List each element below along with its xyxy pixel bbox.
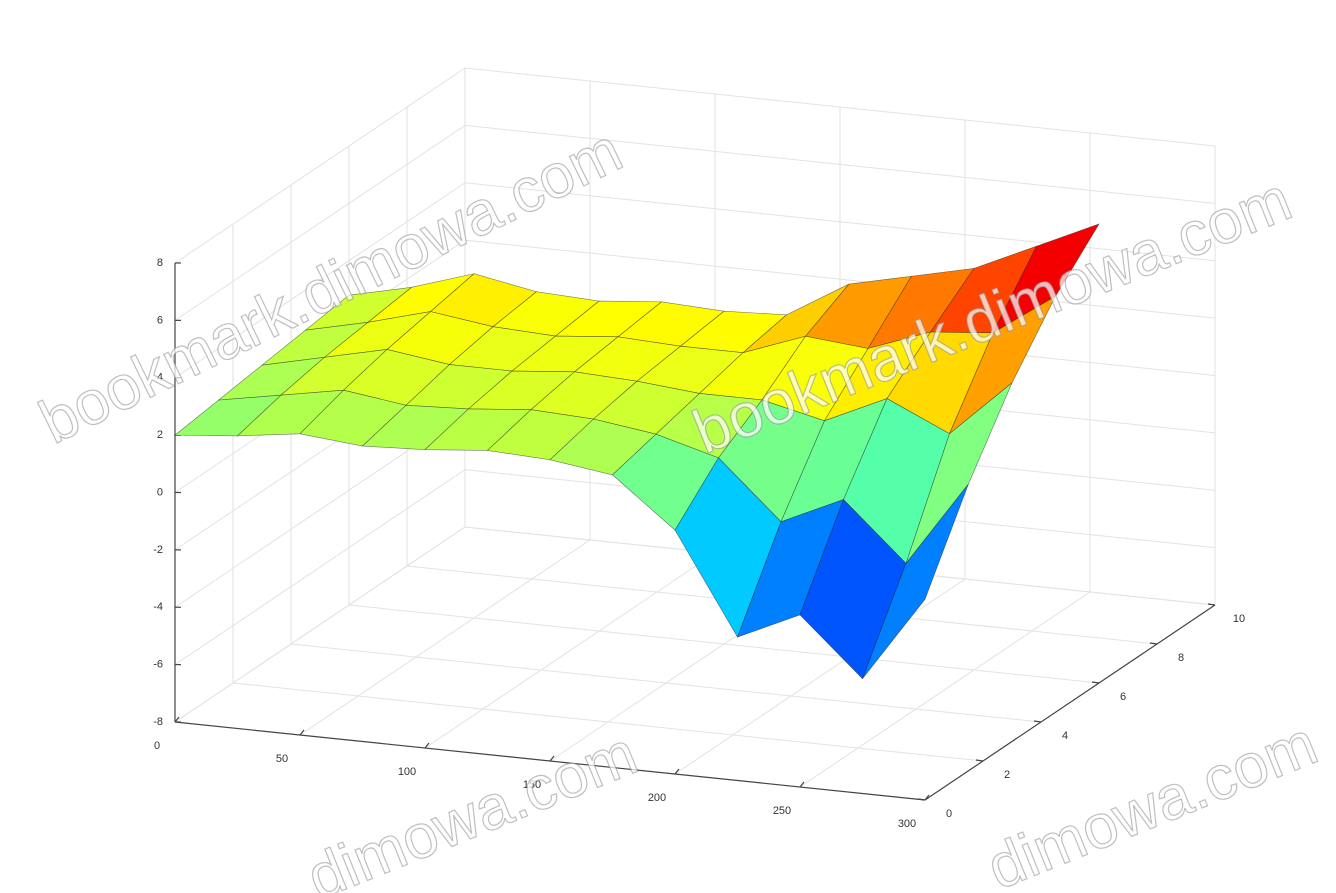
grid-line [464,124,1216,204]
x-tick-label: 0 [154,740,160,752]
y-tick-label: 0 [946,808,952,820]
grid-line [174,526,466,723]
y-tick [1149,642,1158,645]
x-tick-label: 300 [898,818,916,830]
z-tick-label: 2 [157,429,163,441]
z-tick-label: -8 [153,716,163,728]
z-tick-label: -6 [153,659,163,671]
labels: -8 -6 -4 -2 0 2 4 6 8 0 50 100 150 200 250 300 0 2 4 6 8 10 [153,257,1245,830]
x-tick [799,781,805,788]
grid-line [299,539,591,736]
x-tick [674,768,680,775]
grid-line [799,591,1091,788]
y-axis [924,604,1216,801]
y-tick [975,759,984,762]
x-tick-label: 100 [398,766,416,778]
grid-line [464,182,1216,262]
grid-line [348,604,1100,684]
y-tick [1091,681,1100,684]
grid-line [674,578,966,775]
grid-line [174,469,466,666]
y-tick-label: 10 [1233,613,1245,625]
x-tick [299,729,305,736]
y-tick [1033,720,1042,723]
z-tick-label: -2 [153,544,163,556]
z-tick-label: 6 [157,314,163,326]
z-tick-label: 8 [157,257,163,269]
watermark: dimowa.com [298,719,647,893]
z-tick-label: 0 [157,486,163,498]
watermark: dimowa.com [978,709,1327,893]
surface [174,223,1100,680]
y-tick-label: 6 [1120,691,1126,703]
y-tick-label: 4 [1062,730,1068,742]
x-tick-label: 50 [276,753,288,765]
surface-patch [862,483,969,679]
grid-line [464,67,1216,147]
grid-line [290,643,1042,723]
x-tick-label: 200 [648,792,666,804]
z-tick-label: 4 [157,372,163,384]
grid-line [174,182,466,379]
z-tick-label: -4 [153,601,163,613]
axes [174,262,1216,801]
grid-line [232,682,984,762]
x-tick-label: 150 [523,779,541,791]
y-tick [1207,603,1216,606]
grid-line [174,67,466,264]
x-tick [924,794,930,801]
y-tick-label: 8 [1178,652,1184,664]
grid-line [464,239,1216,319]
y-tick-label: 2 [1004,769,1010,781]
grid-line [424,552,716,749]
x-tick [424,742,430,749]
y-tick [917,798,926,801]
x-tick [549,755,555,762]
x-tick-label: 250 [773,805,791,817]
x-tick [174,716,180,723]
grid-line [174,124,466,321]
